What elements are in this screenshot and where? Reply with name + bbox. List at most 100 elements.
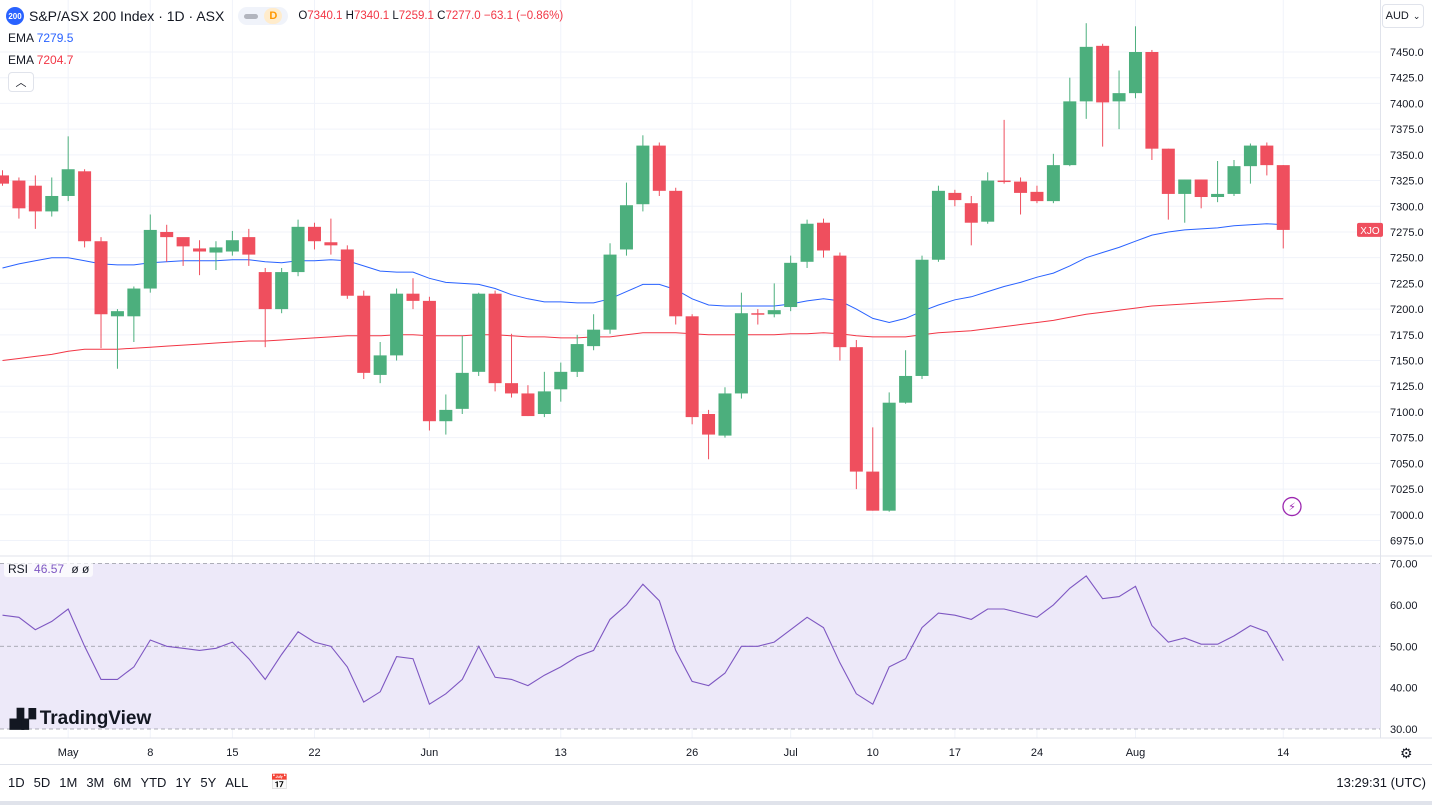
candle-body (94, 241, 108, 315)
candle-body (176, 237, 190, 247)
candle-body (603, 254, 617, 330)
candle-body (78, 171, 92, 242)
range-button-6m[interactable]: 6M (113, 775, 132, 790)
candle-body (570, 344, 584, 372)
close-label: C (437, 10, 446, 22)
bottom-toolbar: 1D 5D 1M 3M 6M YTD 1Y 5Y ALL 📅 13:29:31 (UTC) (0, 764, 1432, 802)
range-button-1y[interactable]: 1Y (175, 775, 192, 790)
candle-body (110, 311, 124, 317)
ema-fast-label: EMA (8, 31, 34, 45)
settings-icon[interactable]: ⚙ (1400, 745, 1413, 761)
time-tick-label: May (58, 747, 79, 759)
range-button-5y[interactable]: 5Y (200, 775, 217, 790)
candle-body (964, 203, 978, 223)
time-tick-label: 15 (226, 747, 238, 759)
candle-body (882, 402, 896, 511)
price-tick-label: 7025.0 (1390, 484, 1424, 496)
price-tick-label: 7450.0 (1390, 47, 1424, 59)
price-tick-label: 7100.0 (1390, 407, 1424, 419)
high-value: 7340.1 (353, 10, 390, 22)
chart-canvas[interactable]: 6975.0 7000.0 7025.0 7050.0 7075.0 7100.0 7125… (0, 0, 1432, 764)
ema-fast-value: 7279.5 (36, 31, 74, 45)
collapse-legend-button[interactable]: ︿ (8, 72, 34, 92)
time-tick-label: Jul (784, 747, 798, 759)
price-tick-label: 7175.0 (1390, 330, 1424, 342)
lightning-glyph: ⚡ (1288, 501, 1296, 514)
price-tick-label: 6975.0 (1390, 536, 1424, 548)
time-tick-label: 24 (1031, 747, 1043, 759)
rsi-extra: ø ø (71, 562, 90, 576)
change-value: −63.1 (−0.86%) (483, 10, 564, 22)
candle-body (340, 249, 354, 296)
range-buttons: 1D 5D 1M 3M 6M YTD 1Y 5Y ALL (8, 775, 257, 790)
tradingview-logo[interactable]: ▟▞ TradingView (10, 708, 151, 730)
candle-body (981, 180, 995, 222)
candle-body (1260, 145, 1274, 166)
time-tick-label: 13 (555, 747, 567, 759)
ema-fast-line (2, 223, 1284, 324)
candle-body (406, 293, 420, 301)
time-tick-label: 8 (147, 747, 153, 759)
range-button-ytd[interactable]: YTD (140, 775, 167, 790)
range-button-all[interactable]: ALL (225, 775, 249, 790)
candle-body (61, 169, 75, 196)
scroll-strip[interactable] (0, 801, 1432, 805)
candle-body (225, 240, 239, 252)
candle-body (751, 313, 765, 315)
price-tick-label: 7400.0 (1390, 98, 1424, 110)
candle-body (1194, 179, 1208, 198)
candle-body (619, 205, 633, 250)
candle-body (931, 190, 945, 260)
open-value: 7340.1 (307, 10, 343, 22)
interval-toggle[interactable]: D (238, 7, 289, 25)
candle-body (554, 371, 568, 390)
clock[interactable]: 13:29:31 (UTC) (1336, 775, 1426, 790)
range-button-1m[interactable]: 1M (59, 775, 78, 790)
candle-body (422, 300, 436, 422)
time-tick-label: 10 (867, 747, 879, 759)
candle-body (849, 347, 863, 472)
toggle-switch-icon (244, 13, 259, 19)
rsi-tick-label: 30.00 (1390, 724, 1418, 736)
ema-slow-legend[interactable]: EMA 7204.7 (8, 53, 73, 67)
candle-body (488, 293, 502, 384)
symbol-title[interactable]: S&P/ASX 200 Index · 1D · ASX (29, 8, 225, 24)
high-label: H (345, 10, 354, 22)
open-label: O (298, 10, 308, 22)
rsi-line (2, 575, 1284, 706)
candle-body (685, 316, 699, 418)
rsi-legend[interactable]: RSI 46.57 ø ø (4, 561, 94, 577)
candle-body (209, 247, 223, 253)
chevron-up-icon: ︿ (15, 77, 27, 89)
currency-select[interactable]: AUD ⌄ (1382, 4, 1424, 28)
currency-label: AUD (1385, 10, 1409, 22)
candle-body (521, 393, 535, 417)
candle-body (899, 375, 913, 403)
range-button-5d[interactable]: 5D (33, 775, 51, 790)
range-button-1d[interactable]: 1D (8, 775, 25, 790)
candle-body (160, 231, 174, 238)
close-value: 7277.0 (445, 10, 481, 22)
rsi-tick-label: 70.00 (1390, 559, 1418, 571)
price-tick-label: 7225.0 (1390, 278, 1424, 290)
ema-fast-legend[interactable]: EMA 7279.5 (8, 31, 73, 45)
candle-body (669, 190, 683, 317)
lightning-icon (1282, 496, 1302, 517)
range-button-3m[interactable]: 3M (86, 775, 105, 790)
candle-body (866, 471, 880, 511)
low-label: L (392, 10, 399, 22)
rsi-label: RSI (8, 562, 29, 576)
time-tick-label: Aug (1126, 747, 1146, 759)
time-tick-label: 26 (686, 747, 698, 759)
price-tick-label: 7250.0 (1390, 253, 1424, 265)
price-tick-label: 7075.0 (1390, 433, 1424, 445)
candle-body (505, 383, 519, 394)
time-tick-label: Jun (421, 747, 439, 759)
calendar-icon[interactable]: 📅 (270, 774, 289, 791)
candle-body (390, 293, 404, 356)
price-tick-label: 7275.0 (1390, 227, 1424, 239)
candle-body (1030, 191, 1044, 202)
candle-body (1243, 145, 1257, 167)
candle-body (357, 295, 371, 373)
candle-body (702, 414, 716, 435)
